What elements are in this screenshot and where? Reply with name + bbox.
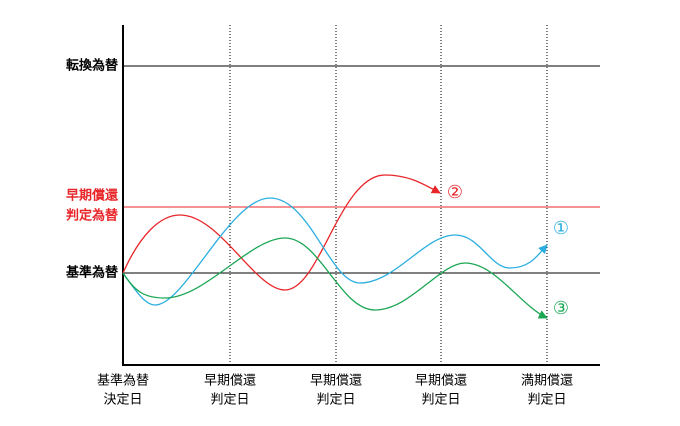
x-label: 判定日 bbox=[527, 393, 566, 408]
x-label: 決定日 bbox=[103, 393, 142, 408]
scenario-label: ① bbox=[553, 218, 569, 239]
x-label: 早期償還 bbox=[310, 374, 362, 389]
scenario-label: ② bbox=[447, 182, 463, 203]
x-label: 早期償還 bbox=[204, 374, 256, 389]
scenario-3-curve bbox=[122, 237, 548, 319]
scenario-2-curve bbox=[122, 174, 441, 291]
x-label: 判定日 bbox=[210, 393, 249, 408]
scenario-1-curve bbox=[122, 197, 548, 306]
y-label: 判定為替 bbox=[66, 208, 119, 224]
x-label: 判定日 bbox=[421, 393, 460, 408]
y-label: 早期償還 bbox=[66, 188, 119, 204]
y-label: 基準為替 bbox=[65, 265, 119, 281]
date-lines bbox=[229, 25, 548, 365]
y-label: 転換為替 bbox=[66, 58, 119, 74]
x-label: 判定日 bbox=[316, 393, 355, 408]
x-label: 早期償還 bbox=[415, 374, 467, 389]
x-label: 満期償還 bbox=[521, 374, 573, 389]
scenario-label: ③ bbox=[553, 298, 569, 319]
x-labels: 基準為替 決定日 早期償還 判定日 早期償還 判定日 早期償還 判定日 満期償還… bbox=[97, 373, 573, 408]
x-label: 基準為替 bbox=[97, 373, 149, 389]
